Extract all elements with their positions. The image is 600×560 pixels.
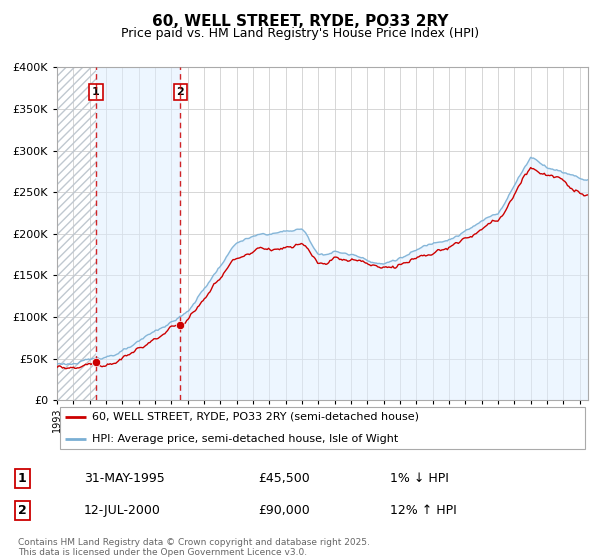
Text: 1: 1: [92, 87, 100, 97]
Text: 12-JUL-2000: 12-JUL-2000: [84, 504, 161, 517]
Text: £45,500: £45,500: [258, 472, 310, 486]
FancyBboxPatch shape: [59, 407, 586, 449]
Text: 60, WELL STREET, RYDE, PO33 2RY (semi-detached house): 60, WELL STREET, RYDE, PO33 2RY (semi-de…: [92, 412, 419, 422]
Text: 31-MAY-1995: 31-MAY-1995: [84, 472, 165, 486]
Text: Contains HM Land Registry data © Crown copyright and database right 2025.
This d: Contains HM Land Registry data © Crown c…: [18, 538, 370, 557]
Text: Price paid vs. HM Land Registry's House Price Index (HPI): Price paid vs. HM Land Registry's House …: [121, 27, 479, 40]
Bar: [57, 67, 96, 400]
Text: 1% ↓ HPI: 1% ↓ HPI: [390, 472, 449, 486]
Text: 2: 2: [176, 87, 184, 97]
Text: 1: 1: [18, 472, 27, 486]
Text: £90,000: £90,000: [258, 504, 310, 517]
Bar: [57, 67, 96, 400]
Text: HPI: Average price, semi-detached house, Isle of Wight: HPI: Average price, semi-detached house,…: [92, 434, 398, 444]
Text: 12% ↑ HPI: 12% ↑ HPI: [390, 504, 457, 517]
Text: 60, WELL STREET, RYDE, PO33 2RY: 60, WELL STREET, RYDE, PO33 2RY: [152, 14, 448, 29]
Text: 2: 2: [18, 504, 27, 517]
Bar: [96, 67, 180, 400]
